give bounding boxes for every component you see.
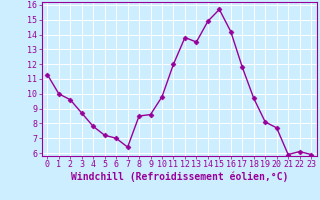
X-axis label: Windchill (Refroidissement éolien,°C): Windchill (Refroidissement éolien,°C): [70, 172, 288, 182]
